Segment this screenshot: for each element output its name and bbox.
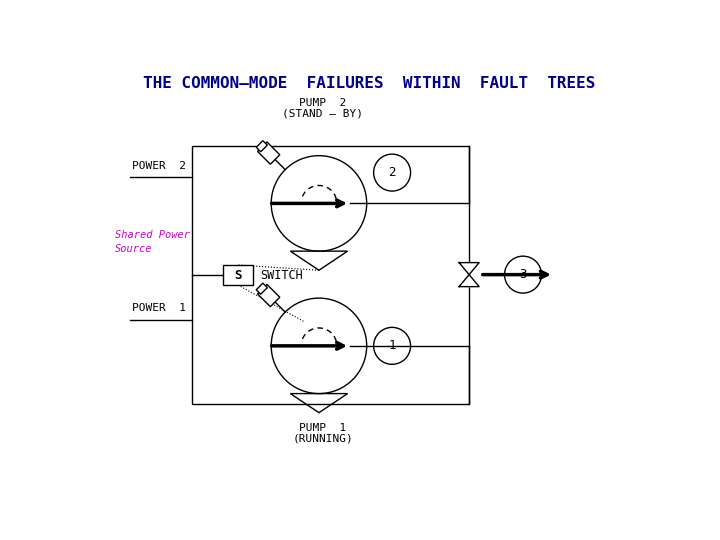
Polygon shape: [256, 141, 267, 152]
Polygon shape: [258, 142, 280, 164]
Polygon shape: [256, 283, 267, 294]
Polygon shape: [258, 285, 280, 307]
Polygon shape: [459, 262, 479, 275]
Text: (STAND – BY): (STAND – BY): [282, 109, 364, 118]
Bar: [223, 265, 253, 285]
Polygon shape: [459, 275, 479, 287]
Text: 3: 3: [519, 268, 527, 281]
Text: 1: 1: [388, 339, 396, 353]
Text: 2: 2: [388, 166, 396, 179]
Text: Shared Power
Source: Shared Power Source: [115, 230, 190, 254]
Text: SWITCH: SWITCH: [261, 268, 303, 281]
Text: POWER  2: POWER 2: [132, 160, 186, 171]
Text: POWER  1: POWER 1: [132, 303, 186, 313]
Text: PUMP  1: PUMP 1: [300, 423, 346, 433]
Text: THE COMMON–MODE  FAILURES  WITHIN  FAULT  TREES: THE COMMON–MODE FAILURES WITHIN FAULT TR…: [143, 76, 595, 91]
Text: PUMP  2: PUMP 2: [300, 98, 346, 109]
Text: S: S: [234, 268, 242, 281]
Text: (RUNNING): (RUNNING): [292, 433, 354, 443]
